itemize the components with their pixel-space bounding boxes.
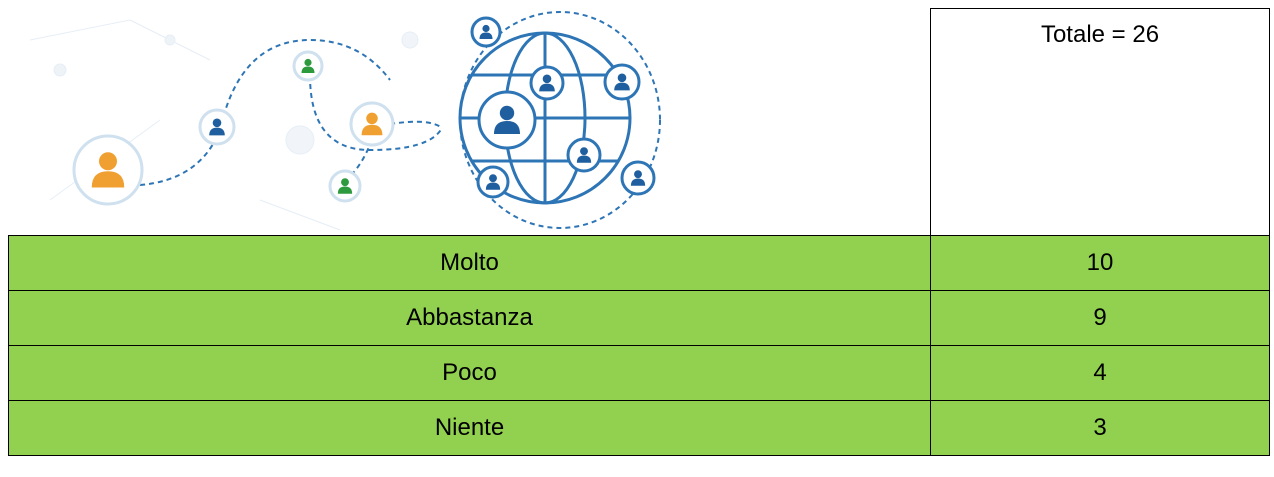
header-row: Totale = 26	[8, 8, 1270, 236]
table-row: Niente 3	[8, 400, 1270, 456]
table-row: Abbastanza 9	[8, 290, 1270, 346]
count-cell: 4	[930, 345, 1270, 401]
count-cell: 3	[930, 400, 1270, 456]
image-cell	[8, 8, 931, 236]
answer-cell: Abbastanza	[8, 290, 931, 346]
network-illustration	[29, 11, 661, 231]
table-row: Poco 4	[8, 345, 1270, 401]
count-cell: 9	[930, 290, 1270, 346]
total-cell: Totale = 26	[930, 8, 1270, 236]
count-cell: 10	[930, 235, 1270, 291]
survey-table: Totale = 26 Molto 10 Abbastanza 9 Poco 4…	[8, 8, 1270, 456]
answer-cell: Poco	[8, 345, 931, 401]
answer-cell: Molto	[8, 235, 931, 291]
table-row: Molto 10	[8, 235, 1270, 291]
answer-cell: Niente	[8, 400, 931, 456]
